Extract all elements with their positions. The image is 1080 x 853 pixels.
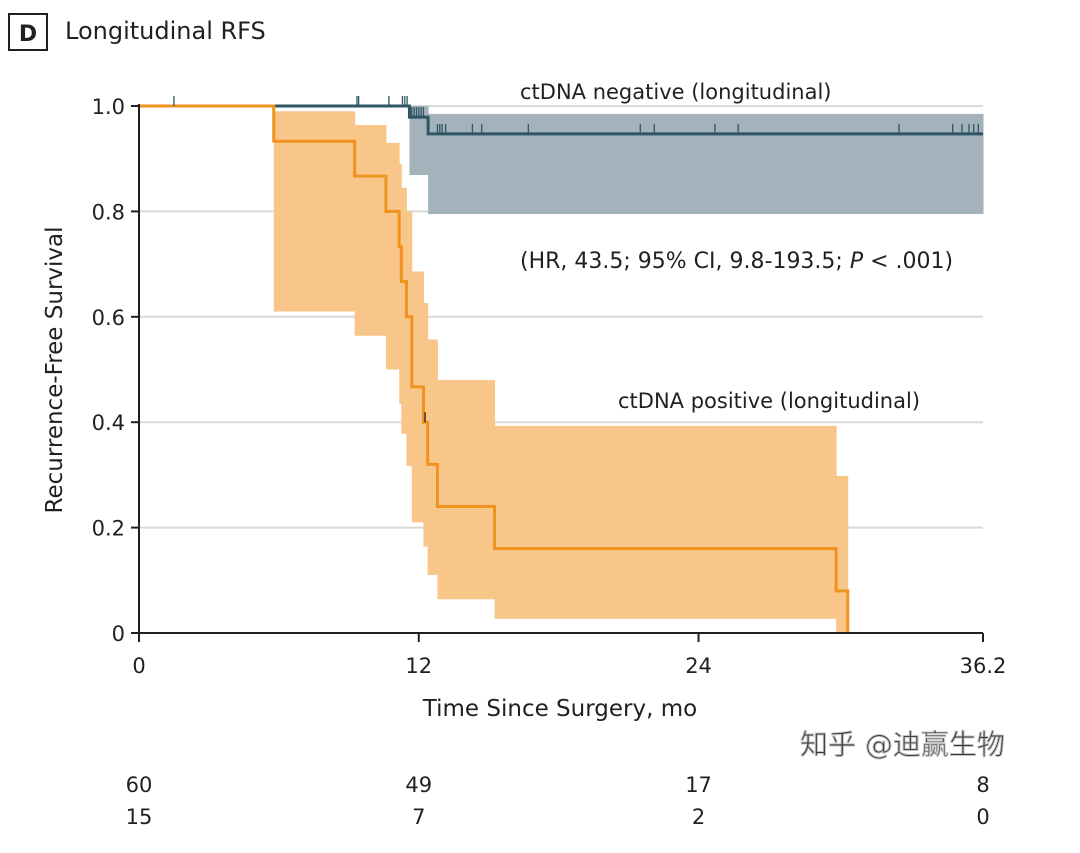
y-axis-title: Recurrence-Free Survival: [42, 227, 68, 514]
y-tick-label: 0.8: [92, 200, 125, 224]
ci-band-positive: [494, 425, 837, 619]
x-tick-label: 0: [132, 654, 145, 678]
ci-band-positive: [423, 303, 429, 547]
risk-count: 0: [976, 805, 989, 829]
legend-positive-label: ctDNA positive (longitudinal): [618, 389, 920, 413]
p-value: < .001): [863, 249, 953, 274]
confidence-bands: [273, 106, 984, 633]
x-tick-label: 24: [685, 654, 712, 678]
legend-negative-label: ctDNA negative (longitudinal): [520, 80, 831, 104]
y-tick-label: 1.0: [92, 95, 125, 119]
x-tick-label: 36.2: [960, 654, 1007, 678]
chart-title: Longitudinal RFS: [65, 17, 266, 45]
x-axis-title: Time Since Surgery, mo: [422, 696, 697, 722]
watermark: 知乎 @迪赢生物: [800, 728, 1005, 761]
y-tick-label: 0.4: [92, 411, 125, 435]
tick-labels: 0 0.2 0.4 0.6 0.8 1.0 0 12 24 36.2: [92, 95, 1007, 678]
panel-letter-box: [8, 13, 48, 51]
risk-count: 8: [976, 773, 989, 797]
p-label: P: [850, 249, 864, 274]
ci-band-negative: [409, 106, 429, 176]
ci-band-positive: [836, 475, 849, 633]
ci-band-positive: [427, 339, 438, 576]
panel-letter: D: [19, 22, 37, 47]
ci-band-positive: [399, 163, 402, 404]
risk-count: 2: [692, 805, 705, 829]
ci-band-positive: [437, 380, 496, 600]
ci-band-positive: [273, 111, 356, 312]
hr-annotation: (HR, 43.5; 95% CI, 9.8-193.5; P < .001): [520, 249, 953, 274]
y-tick-label: 0: [112, 622, 125, 646]
risk-count: 7: [412, 805, 425, 829]
y-tick-label: 0.2: [92, 517, 125, 541]
risk-count: 49: [405, 773, 432, 797]
axes: [131, 104, 984, 642]
risk-count: 15: [126, 805, 153, 829]
ci-band-positive: [401, 187, 407, 434]
ci-band-positive: [406, 211, 413, 466]
x-tick-label: 12: [405, 654, 432, 678]
survival-curve-positive: [139, 104, 850, 633]
hr-text: (HR, 43.5; 95% CI, 9.8-193.5;: [520, 249, 850, 274]
ci-band-positive: [354, 124, 387, 336]
risk-count: 60: [126, 773, 153, 797]
risk-table: 60 49 17 8 15 7 2 0: [126, 773, 990, 829]
censor-marks: [173, 96, 979, 423]
ci-band-positive: [385, 142, 400, 370]
ci-band-positive: [411, 271, 424, 523]
ci-band-negative: [428, 113, 984, 215]
y-tick-label: 0.6: [92, 306, 125, 330]
risk-count: 17: [685, 773, 712, 797]
